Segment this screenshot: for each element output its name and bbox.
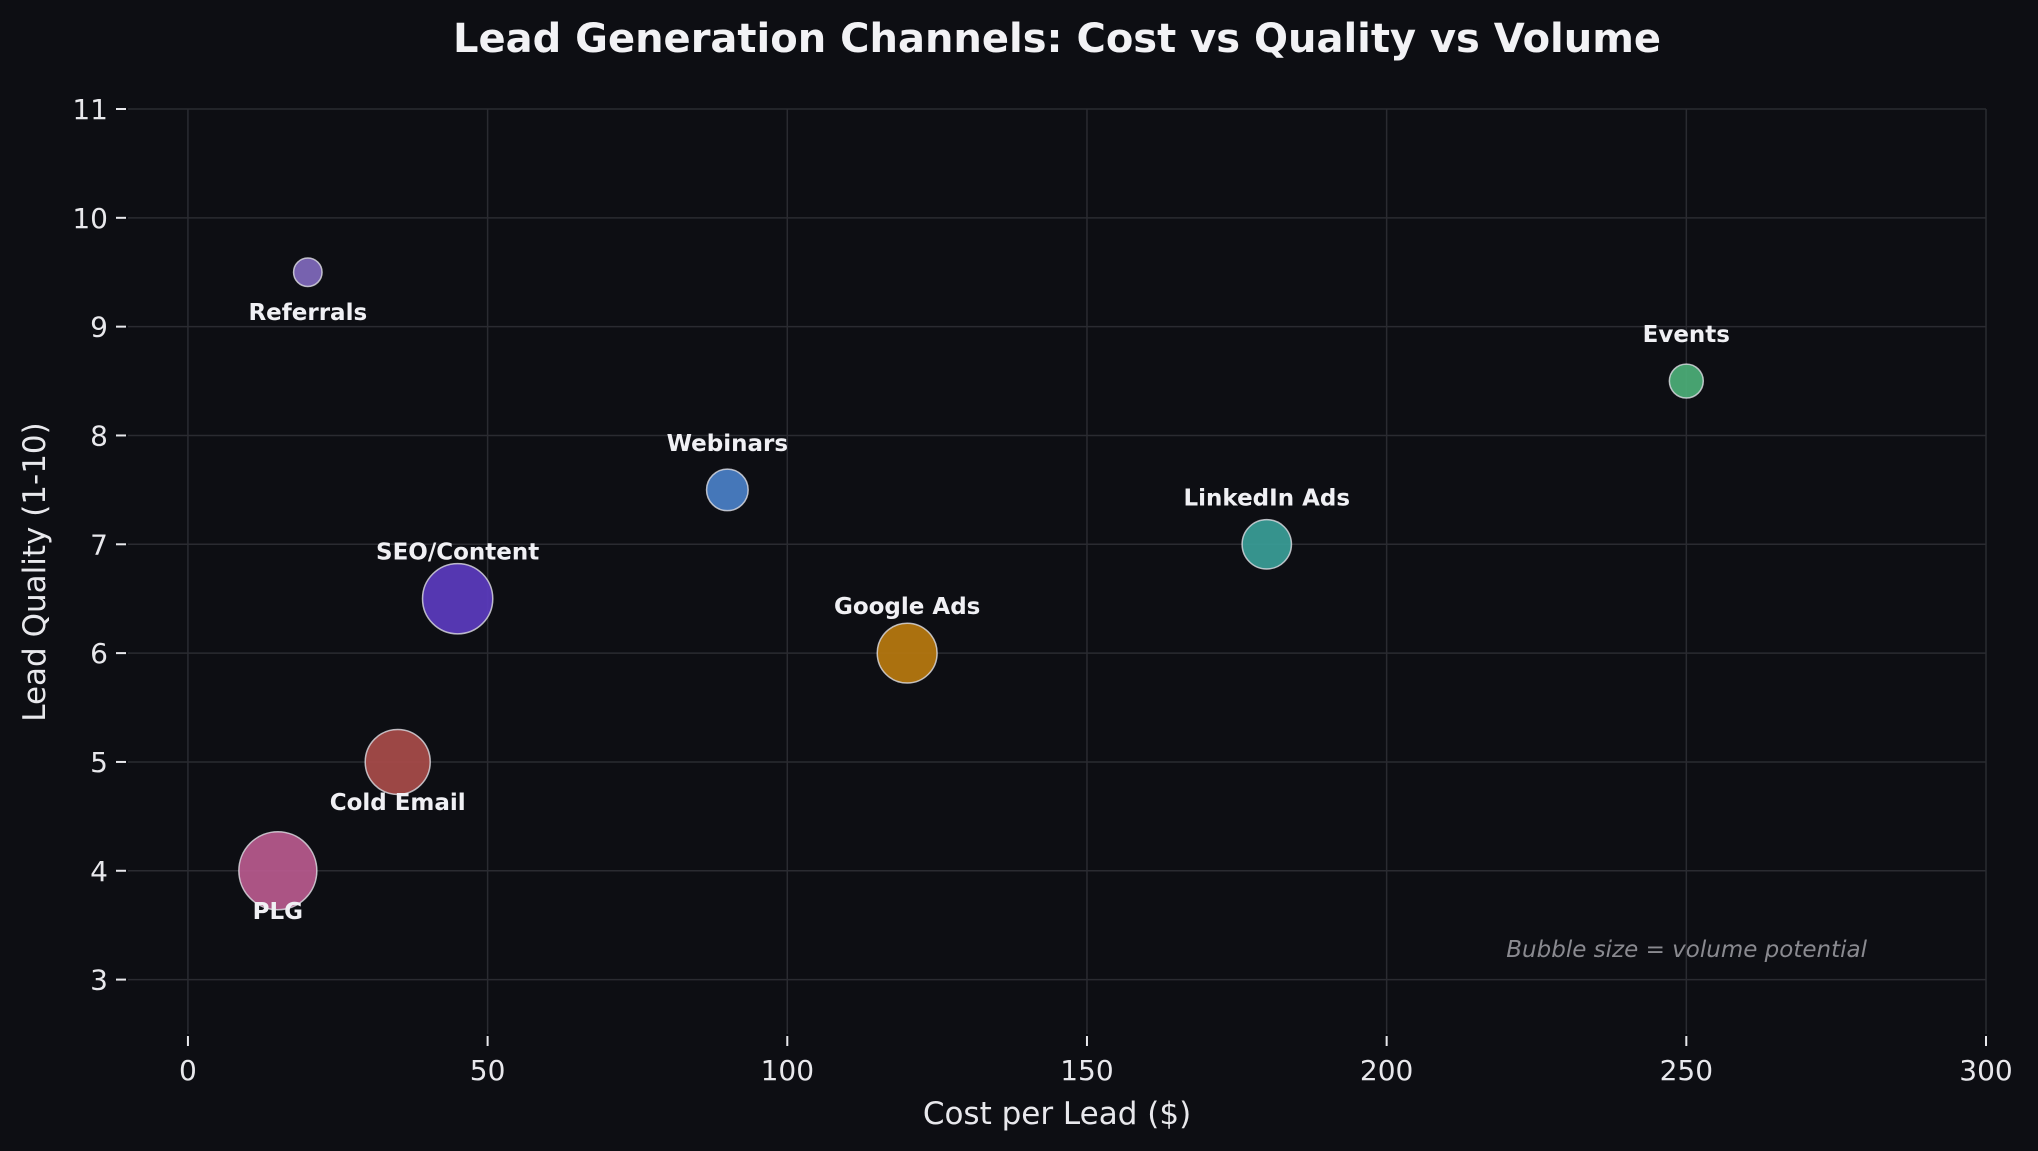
y-tick-label: 9 (90, 311, 108, 344)
chart-title: Lead Generation Channels: Cost vs Qualit… (453, 16, 1661, 62)
y-tick-label: 8 (90, 419, 108, 452)
y-axis-label: Lead Quality (1-10) (17, 422, 53, 722)
y-tick-label: 4 (90, 855, 108, 888)
x-tick-label: 0 (179, 1054, 197, 1087)
bubble-point (364, 728, 431, 796)
size-annotation: Bubble size = volume potential (1506, 937, 1867, 963)
points: Referrals Events Webinars LinkedIn Ads SEO/C… (238, 257, 1730, 925)
y-tick-label: 10 (72, 202, 108, 235)
bubble-label: SEO/Content (376, 540, 539, 566)
bubble-label: LinkedIn Ads (1183, 485, 1350, 511)
y-tick-label: 5 (90, 746, 108, 779)
bubble-point (1668, 363, 1705, 399)
bubble-label: Referrals (248, 300, 367, 326)
y-tick-label: 6 (90, 637, 108, 670)
x-tick-label: 300 (1959, 1054, 2012, 1087)
bubble-label: Cold Email (330, 790, 466, 816)
x-tick-label: 150 (1060, 1054, 1113, 1087)
bubble-label: Events (1643, 322, 1730, 348)
y-tick-label: 11 (72, 93, 108, 126)
bubble-label: PLG (253, 899, 303, 925)
bubble-point (705, 468, 749, 512)
y-tick-label: 7 (90, 528, 108, 561)
bubble-point (238, 831, 318, 911)
bubble-point (1241, 518, 1293, 570)
bubble-point (292, 257, 323, 288)
x-tick-label: 250 (1660, 1054, 1713, 1087)
x-tick-label: 100 (761, 1054, 814, 1087)
bubble-point (876, 622, 938, 684)
x-tick-label: 50 (470, 1054, 506, 1087)
y-tick-label: 3 (90, 964, 108, 997)
x-tick-label: 200 (1360, 1054, 1413, 1087)
x-axis-label: Cost per Lead ($) (923, 1096, 1191, 1132)
bubble-label: Webinars (667, 431, 788, 457)
bubble-label: Google Ads (834, 594, 980, 620)
bubble-point (421, 562, 494, 635)
grid (128, 108, 1987, 1034)
ticks: 0 50 100 150 200 250 300 3 4 5 6 7 8 9 10 11 (72, 93, 2012, 1087)
